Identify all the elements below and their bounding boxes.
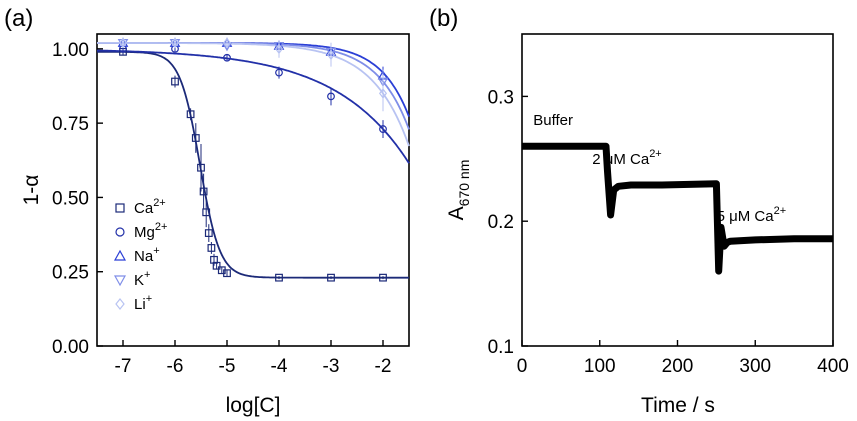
chart-a-xtick-label: -3 — [323, 356, 340, 377]
data-point-li — [170, 37, 180, 49]
chart-b-ytick-label: 0.3 — [488, 87, 514, 108]
chart-b-frame — [521, 33, 834, 347]
fit-line-k — [97, 42, 410, 130]
chart-b-xtick-label: 300 — [739, 356, 771, 377]
fit-line-li — [97, 42, 410, 147]
annotation-text: 2 μM Ca — [592, 151, 650, 168]
data-point-ca — [212, 261, 221, 270]
data-point-li — [222, 37, 232, 49]
data-point-ca — [379, 273, 387, 282]
chart-a-xtick-label: -2 — [375, 356, 392, 377]
data-point-ca — [191, 134, 200, 142]
legend-marker-k — [113, 275, 127, 287]
data-point-li — [274, 43, 284, 55]
data-point-ca — [199, 187, 208, 196]
legend-label-sup: 2+ — [153, 197, 166, 209]
legend-marker-mg — [115, 227, 125, 237]
data-point-ca — [223, 269, 231, 278]
fit-line-ca — [97, 50, 409, 279]
chart-a-ytick-label: 0.00 — [52, 337, 89, 358]
panel-a-label: (a) — [4, 5, 33, 32]
data-point-li — [326, 49, 336, 61]
chart-a-frame — [96, 33, 410, 347]
legend-label-mg: Mg2+ — [134, 221, 167, 241]
data-point-ca — [204, 229, 213, 237]
chart-a-ytick-label: 0.75 — [52, 114, 89, 135]
legend-label-ca: Ca2+ — [134, 197, 166, 217]
annotation-text: Buffer — [533, 112, 573, 129]
annotation-text: 5 μM Ca — [717, 208, 775, 225]
data-point-mg — [275, 68, 283, 77]
legend-label-sup: 2+ — [155, 221, 168, 233]
legend-label-main: Ca — [134, 200, 154, 217]
absorbance-trace — [522, 142, 833, 275]
annotation-sup: 2+ — [774, 205, 787, 217]
legend-label-sup: + — [146, 293, 152, 305]
legend-marker-ca — [115, 203, 125, 213]
chart-b-ylabel: A670 nm — [445, 160, 472, 221]
chart-b-xtick-label: 400 — [817, 356, 849, 377]
chart-a-xtick-label: -5 — [219, 356, 236, 377]
chart-b-ytick-label: 0.1 — [488, 337, 514, 358]
chart-b-xlabel: Time / s — [641, 394, 715, 417]
legend-label-main: Li — [134, 296, 146, 313]
legend-label-main: Mg — [134, 224, 155, 241]
chart-b-annotation: Buffer — [533, 112, 573, 129]
chart-a-xlabel: log[C] — [226, 394, 281, 417]
chart-a: -7 -6 -5 -4 -3 -20.000.250.500.751.00 log[C] … — [20, 33, 410, 417]
chart-a-ytick-label: 0.50 — [52, 188, 89, 209]
data-point-ca — [197, 163, 205, 172]
legend-label-k: K+ — [134, 269, 150, 289]
chart-b-xtick-label: 0 — [517, 356, 528, 377]
data-point-ca — [186, 110, 195, 119]
chart-b-ylabel-main: A — [445, 206, 468, 220]
legend-label-sup: + — [144, 269, 150, 281]
chart-b-ytick-label: 0.2 — [488, 212, 514, 233]
chart-a-legend: Ca2+Mg2+Na+K+Li+ — [113, 197, 167, 313]
data-point-ca — [210, 255, 218, 264]
chart-a-ytick-label: 1.00 — [52, 40, 89, 61]
legend-label-li: Li+ — [134, 293, 152, 313]
data-point-ca — [327, 273, 335, 282]
data-point-li — [378, 88, 388, 99]
chart-b-ylabel-sub: 670 nm — [456, 160, 472, 207]
data-point-ca — [202, 208, 211, 217]
data-point-mg — [379, 125, 387, 133]
data-point-k — [169, 39, 181, 49]
chart-a-ylabel: 1-α — [20, 175, 43, 206]
data-point-mg — [327, 92, 335, 101]
legend-marker-na — [113, 249, 127, 261]
chart-b-annotation: 2 μM Ca2+ — [592, 148, 662, 168]
data-point-ca — [171, 77, 179, 86]
data-point-mg — [223, 53, 231, 62]
annotation-sup: 2+ — [649, 148, 662, 160]
legend-marker-li — [115, 298, 125, 310]
data-point-k — [117, 39, 129, 49]
fit-line-na — [97, 42, 410, 118]
chart-b-annotation: 5 μM Ca2+ — [717, 205, 787, 225]
chart-a-ytick-label: 0.25 — [52, 263, 89, 284]
chart-a-xtick-label: -4 — [271, 356, 288, 377]
chart-b-xtick-label: 100 — [584, 356, 616, 377]
legend-label-main: Na — [134, 248, 154, 265]
data-point-li — [118, 37, 128, 49]
chart-a-xtick-label: -7 — [115, 356, 132, 377]
data-point-ca — [275, 273, 283, 282]
chart-b-xtick-label: 200 — [662, 356, 694, 377]
chart-a-xtick-label: -6 — [167, 356, 184, 377]
legend-label-sup: + — [153, 245, 159, 257]
fit-line-mg — [97, 49, 410, 164]
legend-label-na: Na+ — [134, 245, 160, 265]
legend-label-main: K — [134, 272, 144, 289]
panel-b-label: (b) — [429, 5, 458, 32]
data-point-ca — [207, 244, 216, 252]
